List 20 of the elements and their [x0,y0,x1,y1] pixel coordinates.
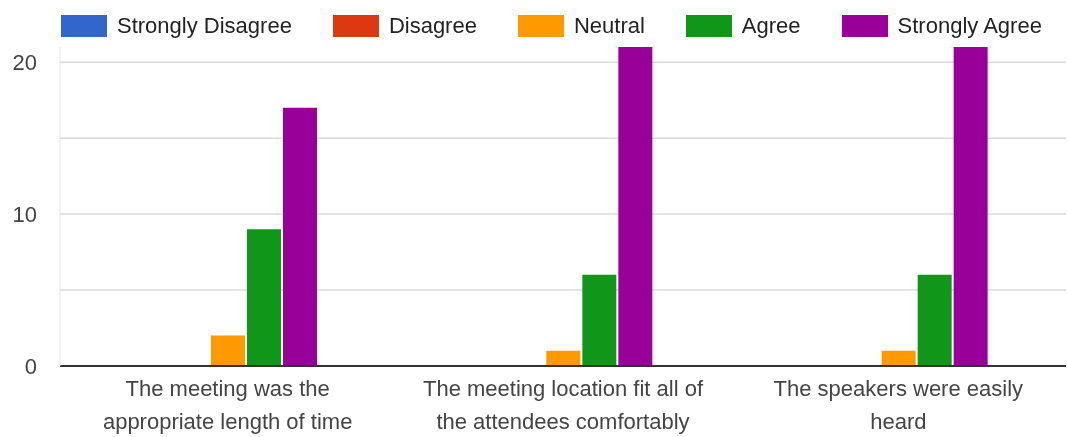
legend-label: Strongly Disagree [117,13,292,38]
bar [247,229,281,366]
y-tick-label: 20 [12,50,37,75]
legend-label: Agree [741,13,801,38]
y-tick-label: 0 [24,353,37,379]
y-tick-label: 10 [12,201,37,227]
bar [953,47,988,366]
bar [618,47,653,366]
legend-label: Strongly Agree [897,13,1042,38]
x-tick-label: The meeting was the appropriate length of time [102,376,353,434]
bar [283,107,317,366]
x-tick-label: The speakers were easily heard [773,376,1024,434]
bar [582,274,617,366]
legend-label: Neutral [573,13,645,38]
bar [546,350,581,366]
bar [917,274,952,366]
bar [211,335,245,366]
x-tick-label: The meeting location fit all of the attendees comfortably [422,376,704,434]
legend-label: Disagree [388,13,477,38]
bar [881,350,916,366]
